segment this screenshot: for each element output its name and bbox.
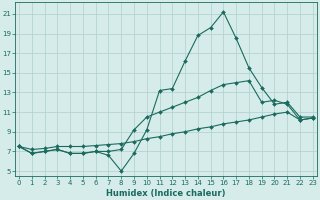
X-axis label: Humidex (Indice chaleur): Humidex (Indice chaleur) xyxy=(106,189,226,198)
